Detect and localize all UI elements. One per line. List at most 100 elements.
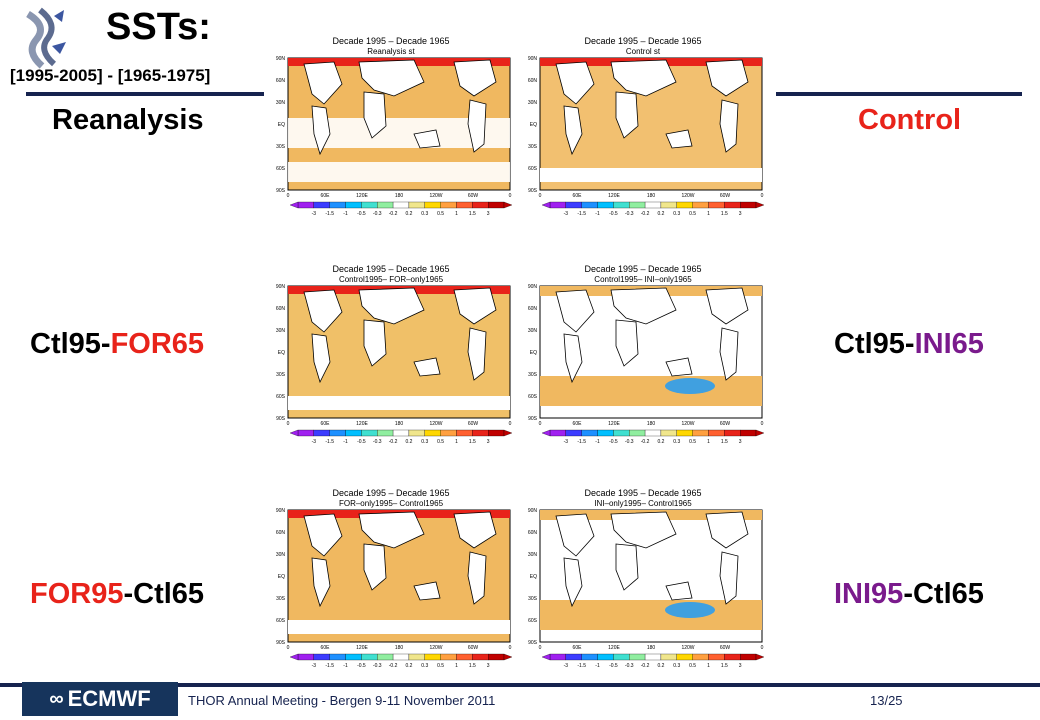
lat-tick-label: 60S [528, 394, 538, 400]
colorbar-tick-label: 1 [455, 211, 458, 217]
landmass [363, 543, 387, 591]
colorbar-arrow-right [503, 653, 513, 661]
map-ctl95-ini65: Decade 1995 – Decade 1965 Control1995– IN… [516, 262, 770, 448]
lon-tick-label: 0 [539, 645, 542, 651]
map-title-line2: INI–only1995– Control1965 [594, 499, 692, 508]
colorbar-tick-label: -1.5 [577, 663, 586, 669]
colorbar-tick-label: -1.5 [325, 439, 334, 445]
colorbar-segment [708, 201, 725, 209]
colorbar-segment [597, 653, 614, 661]
colorbar-segment [329, 653, 346, 661]
colorbar-tick-label: -0.3 [373, 663, 382, 669]
label-ctl95-for65: Ctl95-FOR65 [30, 328, 205, 360]
colorbar-tick-label: -0.3 [373, 439, 382, 445]
lon-tick-label: 120W [429, 193, 442, 199]
lon-tick-label: 120E [356, 421, 368, 427]
lat-tick-label: 60S [528, 166, 538, 172]
colorbar-segment [408, 201, 425, 209]
colorbar-segment [644, 429, 662, 437]
colorbar-tick-label: 0.5 [437, 211, 444, 217]
colorbar-segment [565, 429, 582, 437]
lon-tick-label: 0 [509, 421, 512, 427]
colorbar-arrow-left [289, 429, 299, 437]
lat-tick-label: EQ [278, 574, 285, 580]
colorbar-tick-label: 0.3 [421, 439, 428, 445]
colorbar-tick-label: 0.2 [657, 211, 664, 217]
colorbar-segment [581, 201, 598, 209]
colorbar-segment [692, 201, 709, 209]
colorbar-segment [424, 429, 441, 437]
lon-tick-label: 60W [468, 193, 479, 199]
lat-tick-label: 60S [276, 166, 286, 172]
landmass [453, 287, 497, 325]
lat-tick-label: 90S [276, 640, 286, 646]
colorbar-tick-label: 3 [739, 439, 742, 445]
thor-logo-icon [26, 7, 66, 69]
lon-tick-label: 120E [356, 193, 368, 199]
lon-tick-label: 0 [287, 645, 290, 651]
colorbar-tick-label: 0.3 [673, 211, 680, 217]
colorbar-segment [440, 201, 457, 209]
colorbar-segment [440, 653, 457, 661]
colorbar-arrow-left [289, 653, 299, 661]
lon-tick-label: 60E [321, 645, 331, 651]
colorbar-tick-label: -0.2 [641, 439, 650, 445]
lon-tick-label: 0 [539, 193, 542, 199]
colorbar-segment [629, 201, 646, 209]
colorbar-tick-label: -1 [595, 439, 600, 445]
colorbar-arrow-right [503, 201, 513, 209]
map-title-line1: Decade 1995 – Decade 1965 [332, 36, 449, 46]
colorbar-segment [692, 429, 709, 437]
lat-tick-label: 60S [528, 618, 538, 624]
landmass [615, 91, 639, 139]
colorbar-segment [676, 653, 693, 661]
landmass [705, 59, 749, 97]
colorbar-tick-label: 0.2 [405, 211, 412, 217]
colorbar-segment [361, 653, 378, 661]
colorbar-tick-label: 0.2 [405, 439, 412, 445]
colorbar-segment [408, 653, 425, 661]
colorbar-tick-label: -1.5 [325, 663, 334, 669]
colorbar-tick-label: 1.5 [721, 663, 728, 669]
lon-tick-label: 0 [761, 645, 764, 651]
lat-tick-label: 90N [276, 56, 286, 62]
colorbar-segment [565, 201, 582, 209]
lon-tick-label: 120W [681, 193, 694, 199]
lon-tick-label: 0 [287, 193, 290, 199]
colorbar-segment [297, 429, 314, 437]
label-control: Control [858, 104, 962, 136]
colorbar-tick-label: -0.5 [357, 439, 366, 445]
lat-tick-label: 30S [528, 144, 538, 150]
colorbar-segment [613, 429, 630, 437]
label-ctl95-ini65: Ctl95-INI65 [834, 328, 984, 360]
ecmwf-logo: ∞ ECMWF [22, 682, 178, 716]
lat-tick-label: 90S [528, 640, 538, 646]
colorbar-tick-label: -3 [312, 663, 317, 669]
colorbar-tick-label: -1 [343, 663, 348, 669]
colorbar-segment [549, 429, 566, 437]
colorbar-segment [708, 429, 725, 437]
colorbar-segment [377, 429, 394, 437]
lon-tick-label: 60W [720, 193, 731, 199]
label-reanalysis: Reanalysis [52, 104, 204, 136]
page-number: 13/25 [870, 693, 903, 708]
lat-tick-label: 90N [528, 284, 538, 290]
landmass [610, 59, 677, 97]
landmass [615, 319, 639, 367]
landmass [467, 327, 487, 381]
colorbar-tick-label: 1 [707, 211, 710, 217]
lat-tick-label: 90S [276, 416, 286, 422]
colorbar-arrow-right [755, 653, 765, 661]
colorbar-tick-label: 3 [487, 211, 490, 217]
map-title-line2: Control1995– FOR–only1965 [339, 275, 444, 284]
landmass [311, 333, 331, 384]
landmass [555, 289, 595, 333]
lat-tick-label: 60N [528, 530, 538, 536]
lon-tick-label: 60E [573, 421, 583, 427]
colorbar-tick-label: 1 [455, 663, 458, 669]
colorbar-tick-label: 0.5 [437, 663, 444, 669]
landmass [719, 327, 739, 381]
lat-tick-label: EQ [530, 574, 537, 580]
landmass [413, 357, 441, 377]
colorbar-segment [724, 653, 741, 661]
